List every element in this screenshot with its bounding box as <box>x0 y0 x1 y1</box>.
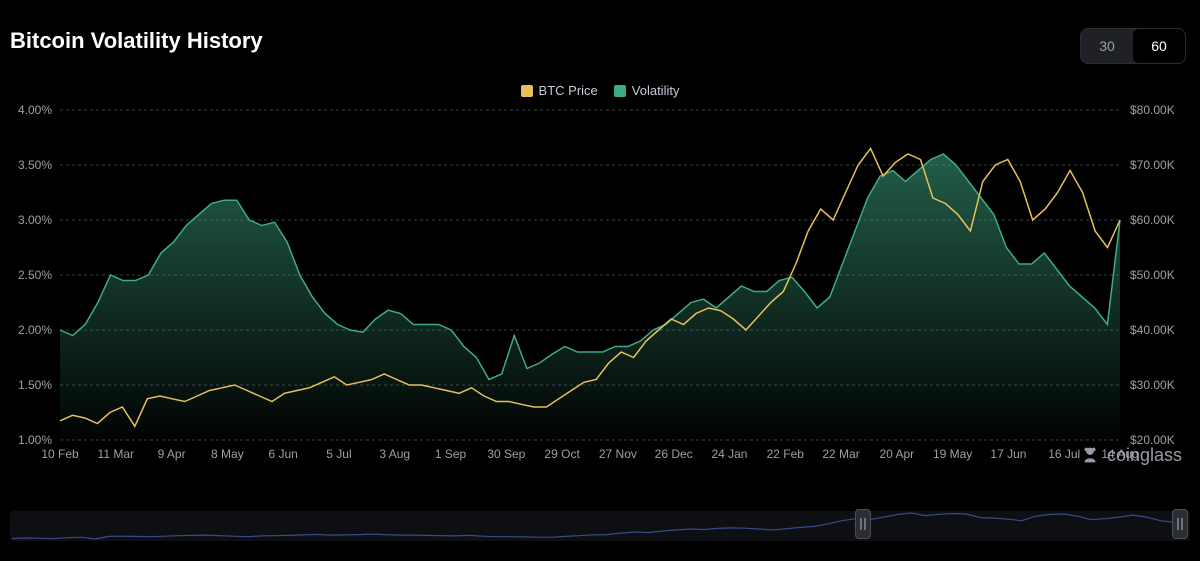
svg-text:26 Dec: 26 Dec <box>655 447 693 461</box>
legend-label: Volatility <box>632 83 680 98</box>
svg-text:16 Jul: 16 Jul <box>1048 447 1080 461</box>
svg-text:22 Feb: 22 Feb <box>767 447 805 461</box>
svg-text:24 Jan: 24 Jan <box>711 447 747 461</box>
svg-text:3 Aug: 3 Aug <box>379 447 410 461</box>
svg-text:17 Jun: 17 Jun <box>990 447 1026 461</box>
period-btn-30[interactable]: 30 <box>1081 29 1133 63</box>
svg-text:3.00%: 3.00% <box>18 213 52 227</box>
svg-text:8 May: 8 May <box>211 447 244 461</box>
svg-text:20 Apr: 20 Apr <box>879 447 914 461</box>
scrub-handle-right[interactable] <box>1172 509 1188 539</box>
legend-swatch <box>521 85 533 97</box>
svg-text:$30.00K: $30.00K <box>1130 378 1175 392</box>
svg-text:$40.00K: $40.00K <box>1130 323 1175 337</box>
svg-text:30 Sep: 30 Sep <box>487 447 525 461</box>
legend-swatch <box>614 85 626 97</box>
svg-text:6 Jun: 6 Jun <box>268 447 297 461</box>
svg-text:$50.00K: $50.00K <box>1130 268 1175 282</box>
chart-legend: BTC Price Volatility <box>0 83 1200 100</box>
svg-text:3.50%: 3.50% <box>18 158 52 172</box>
scrub-handle-left[interactable] <box>855 509 871 539</box>
svg-text:1.00%: 1.00% <box>18 433 52 447</box>
svg-text:27 Nov: 27 Nov <box>599 447 637 461</box>
svg-text:22 Mar: 22 Mar <box>822 447 859 461</box>
legend-item: Volatility <box>614 83 680 98</box>
svg-text:1.50%: 1.50% <box>18 378 52 392</box>
page-title: Bitcoin Volatility History <box>10 28 1186 54</box>
svg-text:29 Oct: 29 Oct <box>544 447 580 461</box>
watermark-brand: coinglass <box>1079 444 1182 466</box>
svg-text:4.00%: 4.00% <box>18 103 52 117</box>
svg-text:1 Sep: 1 Sep <box>435 447 467 461</box>
svg-text:10 Feb: 10 Feb <box>41 447 79 461</box>
svg-text:11 Mar: 11 Mar <box>98 447 134 461</box>
period-toggle: 3060 <box>1080 28 1186 64</box>
svg-text:$80.00K: $80.00K <box>1130 103 1175 117</box>
svg-text:5 Jul: 5 Jul <box>326 447 351 461</box>
svg-text:$70.00K: $70.00K <box>1130 158 1175 172</box>
svg-text:2.00%: 2.00% <box>18 323 52 337</box>
svg-text:$60.00K: $60.00K <box>1130 213 1175 227</box>
legend-label: BTC Price <box>539 83 598 98</box>
legend-item: BTC Price <box>521 83 598 98</box>
range-scrubber[interactable] <box>10 503 1190 549</box>
volatility-chart: 1.00%1.50%2.00%2.50%3.00%3.50%4.00%$20.0… <box>0 100 1200 470</box>
svg-text:2.50%: 2.50% <box>18 268 52 282</box>
svg-text:19 May: 19 May <box>933 447 972 461</box>
svg-text:9 Apr: 9 Apr <box>158 447 186 461</box>
period-btn-60[interactable]: 60 <box>1133 29 1185 63</box>
